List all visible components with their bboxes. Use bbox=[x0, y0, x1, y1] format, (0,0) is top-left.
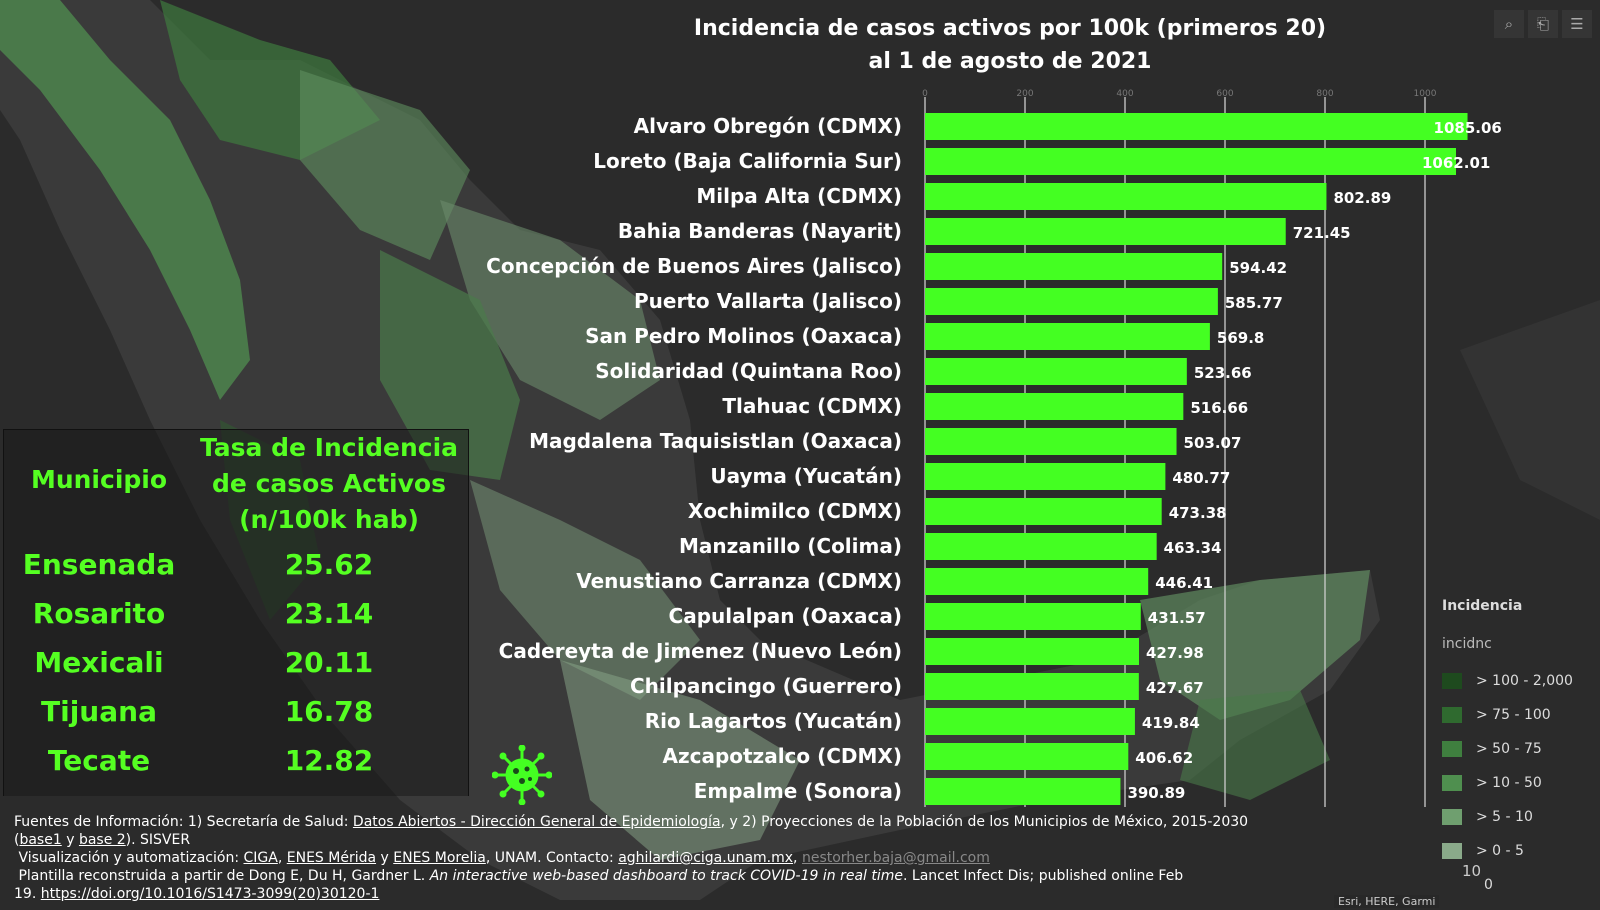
legend-item: > 5 - 10 bbox=[1442, 809, 1533, 825]
legend-field: incidnc bbox=[1442, 636, 1492, 652]
table-row: Ensenada 25.62 bbox=[4, 548, 468, 596]
ciga-link[interactable]: CIGA bbox=[243, 850, 278, 866]
sources-text-part: , bbox=[277, 850, 287, 866]
doi-link[interactable]: https://doi.org/10.1016/S1473-3099(20)30… bbox=[40, 886, 380, 902]
legend-item-label: > 75 - 100 bbox=[1476, 707, 1551, 723]
table-header-municipio: Municipio bbox=[30, 465, 168, 494]
email-link[interactable]: aghilardi@ciga.unam.mx bbox=[618, 850, 794, 866]
sources-line-3: Visualización y automatización: CIGA, EN… bbox=[14, 849, 1294, 867]
sources-text-part: ( bbox=[14, 832, 20, 848]
chart-subtitle: al 1 de agosto de 2021 bbox=[868, 49, 1152, 74]
municipio-table: Municipio Tasa de Incidencia de casos Ac… bbox=[3, 429, 469, 796]
table-cell-value: 20.11 bbox=[284, 646, 374, 679]
table-cell-value: 16.78 bbox=[284, 695, 374, 728]
table-row: Mexicali 20.11 bbox=[4, 646, 468, 694]
legend-swatch bbox=[1442, 707, 1462, 723]
list-icon[interactable]: ☰ bbox=[1562, 10, 1592, 38]
legend-zero: 0 bbox=[1484, 877, 1493, 893]
legend-item: > 50 - 75 bbox=[1442, 741, 1542, 757]
sources-line-4: Plantilla reconstruida a partir de Dong … bbox=[14, 867, 1294, 885]
sources-text-part: , UNAM. Contacto: bbox=[485, 850, 619, 866]
table-cell-name: Tijuana bbox=[41, 695, 157, 728]
legend-swatch bbox=[1442, 673, 1462, 689]
enes-morelia-link[interactable]: ENES Morelia bbox=[393, 850, 486, 866]
base1-link[interactable]: base1 bbox=[19, 832, 62, 848]
sources-text-part: Plantilla reconstruida a partir de Dong … bbox=[18, 868, 430, 884]
enes-merida-link[interactable]: ENES Mérida bbox=[286, 850, 377, 866]
table-cell-name: Tecate bbox=[47, 744, 151, 777]
sources-text-part: ). SISVER bbox=[125, 832, 191, 848]
sources-text-part: Fuentes de Información: 1) Secretaría de… bbox=[14, 814, 353, 830]
search-icon[interactable]: ⌕ bbox=[1494, 10, 1524, 38]
sources-text: Fuentes de Información: 1) Secretaría de… bbox=[14, 813, 1294, 903]
chart-title: Incidencia de casos activos por 100k (pr… bbox=[693, 16, 1327, 41]
table-row: Tijuana 16.78 bbox=[4, 695, 468, 743]
legend-swatch bbox=[1442, 843, 1462, 859]
legend-swatch bbox=[1442, 775, 1462, 791]
table-cell-name: Rosarito bbox=[32, 597, 166, 630]
table-cell-name: Ensenada bbox=[22, 548, 176, 581]
bookmark-icon[interactable]: ⎗ bbox=[1528, 10, 1558, 38]
email-link[interactable]: nestorher.baja@gmail.com bbox=[801, 850, 990, 866]
base2-link[interactable]: base 2 bbox=[78, 832, 126, 848]
legend-item: > 0 - 5 bbox=[1442, 843, 1524, 859]
legend-item-label: > 5 - 10 bbox=[1476, 809, 1533, 825]
sources-text-part: y bbox=[61, 832, 79, 848]
sources-text-part: , y 2) Proyecciones de la Población de l… bbox=[720, 814, 1249, 830]
sources-text-part: Visualización y automatización: bbox=[18, 850, 244, 866]
map-legend: Incidencia incidnc > 100 - 2,000 > 75 - … bbox=[1442, 598, 1600, 893]
legend-swatch bbox=[1442, 809, 1462, 825]
sources-text-part: y bbox=[376, 850, 394, 866]
sources-line-5: 19. https://doi.org/10.1016/S1473-3099(2… bbox=[14, 885, 1294, 903]
table-header-rate-line1: Tasa de Incidencia bbox=[199, 433, 459, 462]
table-header-rate-line2: de casos Activos bbox=[212, 469, 446, 498]
table-row: Tecate 12.82 bbox=[4, 744, 468, 792]
sources-text-part: , bbox=[793, 850, 802, 866]
legend-item-label: > 10 - 50 bbox=[1476, 775, 1542, 791]
legend-item: > 75 - 100 bbox=[1442, 707, 1551, 723]
table-cell-value: 23.14 bbox=[284, 597, 374, 630]
map-toolbar: ⌕ ⎗ ☰ bbox=[1494, 10, 1592, 38]
legend-item-label: > 0 - 5 bbox=[1476, 843, 1524, 859]
sources-text-part: 19. bbox=[14, 886, 41, 902]
chart-title-block: Incidencia de casos activos por 100k (pr… bbox=[650, 12, 1370, 78]
virus-icon bbox=[492, 745, 552, 805]
legend-title: Incidencia bbox=[1442, 598, 1523, 614]
table-cell-value: 12.82 bbox=[284, 744, 374, 777]
sources-article-title: An interactive web-based dashboard to tr… bbox=[429, 868, 903, 884]
legend-item-label: > 100 - 2,000 bbox=[1476, 673, 1573, 689]
table-row: Rosarito 23.14 bbox=[4, 597, 468, 645]
datos-abiertos-link[interactable]: Datos Abiertos - Dirección General de Ep… bbox=[352, 814, 721, 830]
table-header-rate-line3: (n/100k hab) bbox=[239, 505, 419, 534]
sources-line-2: (base1 y base 2). SISVER bbox=[14, 831, 1294, 849]
sources-text-part: . Lancet Infect Dis; published online Fe… bbox=[903, 868, 1184, 884]
table-header-rate: Tasa de Incidencia de casos Activos (n/1… bbox=[194, 430, 464, 538]
scale-label: 10 bbox=[1462, 862, 1482, 880]
legend-item: > 100 - 2,000 bbox=[1442, 673, 1573, 689]
table-cell-name: Mexicali bbox=[34, 646, 164, 679]
legend-item-label: > 50 - 75 bbox=[1476, 741, 1542, 757]
sources-line-1: Fuentes de Información: 1) Secretaría de… bbox=[14, 813, 1294, 831]
legend-swatch bbox=[1442, 741, 1462, 757]
map-credit: Esri, HERE, Garmi bbox=[1334, 895, 1440, 908]
table-cell-value: 25.62 bbox=[284, 548, 374, 581]
legend-item: > 10 - 50 bbox=[1442, 775, 1542, 791]
